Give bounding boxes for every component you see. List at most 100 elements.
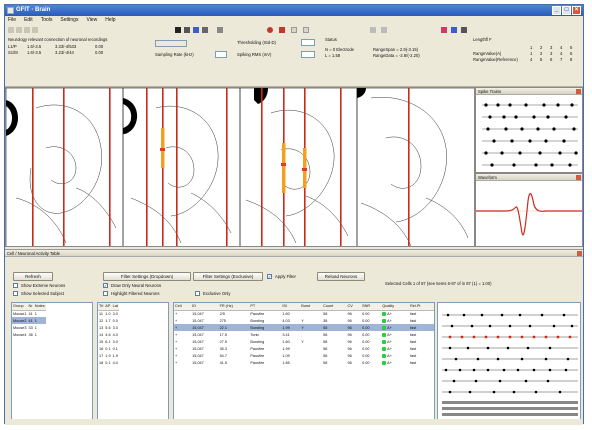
- session-row[interactable]: 16 0.1 0.1: [98, 345, 119, 352]
- exclusive-only-checkbox[interactable]: [195, 291, 200, 296]
- print-icon[interactable]: [32, 27, 38, 33]
- session-col-ap[interactable]: AP: [104, 303, 112, 311]
- session-row[interactable]: 12 1.7 0.0: [98, 317, 119, 324]
- menu-view[interactable]: View: [86, 17, 98, 23]
- filter-settings-dropdown-button[interactable]: Filter Settings (Dropdown): [103, 272, 191, 281]
- cell-col-id[interactable]: ID: [191, 303, 219, 311]
- cell-row[interactable]: +15,047 41.5 Pausfire 1.85 58 96 0.00 A+ fast: [174, 359, 434, 366]
- menu-edit[interactable]: Edit: [24, 17, 33, 23]
- maximize-icon[interactable]: □: [562, 6, 571, 15]
- open-icon[interactable]: [16, 27, 22, 33]
- close-icon[interactable]: ×: [572, 6, 581, 15]
- cell-col-snr[interactable]: SNR: [361, 303, 382, 311]
- pan-icon[interactable]: [202, 27, 208, 33]
- layout-icon[interactable]: [303, 27, 309, 33]
- cell-row[interactable]: +15,047 17.5 Tonic 3.41 58 96 0.00 A+ fast: [174, 331, 434, 338]
- cell-expand-icon[interactable]: +: [175, 339, 178, 344]
- subject-col-nr[interactable]: Nr: [27, 303, 34, 311]
- quality-indicator-icon: [382, 353, 387, 358]
- menu-tools[interactable]: Tools: [40, 17, 53, 23]
- close-icon[interactable]: [577, 251, 582, 256]
- apply-filter-checkbox[interactable]: ✓: [267, 274, 272, 279]
- highlight-filtered-checkbox[interactable]: [103, 291, 108, 296]
- subject-row[interactable]: Mouse1 41 1: [12, 310, 46, 317]
- subject-list[interactable]: Group Nr Notes Mouse1 41 1 Mouse2 41 1 M…: [11, 302, 93, 420]
- new-icon[interactable]: [8, 27, 14, 33]
- session-row[interactable]: 13 5.6 3.0: [98, 324, 119, 331]
- menu-settings[interactable]: Settings: [60, 17, 79, 23]
- cell-col-pt[interactable]: PT: [249, 303, 282, 311]
- cell-row[interactable]: +15,047 2/5 Pausfire 1.60 58 96 0.00 A+ fast: [174, 310, 434, 317]
- cell-expand-icon[interactable]: +: [175, 311, 178, 316]
- session-col-trl[interactable]: Trl: [98, 303, 105, 311]
- move-icon[interactable]: [184, 27, 190, 33]
- stop-icon[interactable]: [279, 27, 285, 33]
- depth-field[interactable]: [155, 40, 187, 47]
- draw-neural-checkbox[interactable]: ✓: [103, 283, 108, 288]
- save-icon[interactable]: [24, 27, 30, 33]
- cell-row[interactable]: +15,047 22.1 Bursting 1.99 Y 58 96 0.00 A+ fast: [174, 324, 434, 331]
- session-col-lat[interactable]: Lat: [111, 303, 119, 311]
- zoom-icon[interactable]: [193, 27, 199, 33]
- coord-row-label: S1/M: [8, 50, 18, 55]
- minimize-icon[interactable]: _: [552, 6, 561, 15]
- model-col: 5: [570, 45, 573, 50]
- sampling-input[interactable]: [215, 51, 227, 58]
- model-value: 5: [540, 57, 543, 62]
- cell-col-relpt[interactable]: Rel.Pt: [409, 303, 434, 311]
- filter-settings-exclusive-button[interactable]: Filter Settings (Exclusive): [193, 272, 263, 281]
- session-cell: 3.0: [112, 325, 118, 330]
- session-row[interactable]: 15 6.1 3.0: [98, 338, 119, 345]
- cell-col-count[interactable]: Count: [322, 303, 347, 311]
- status-label: Status: [325, 37, 337, 42]
- cell-row[interactable]: +15,047 54.7 Pausfire 1.09 58 96 0.00 A+ fast: [174, 352, 434, 359]
- subject-row[interactable]: Mouse4 36 1: [12, 331, 46, 338]
- show-selected-checkbox[interactable]: [13, 291, 18, 296]
- cell-expand-icon[interactable]: +: [174, 324, 192, 331]
- reload-neurons-button[interactable]: Reload Neurons: [317, 272, 365, 281]
- info-icon[interactable]: [451, 27, 457, 33]
- subject-row[interactable]: Mouse3 33 1: [12, 324, 46, 331]
- cursor-icon[interactable]: [175, 27, 181, 33]
- cell-col-burst[interactable]: Burst: [300, 303, 323, 311]
- session-row[interactable]: 17 1.9 1.9: [98, 352, 119, 359]
- session-row[interactable]: 18 0.1 4.0: [98, 359, 119, 366]
- close-icon[interactable]: [576, 175, 581, 180]
- cell-row[interactable]: +15,047 35.3 Pausfire 1.99 58 96 0.00 A+ fast: [174, 345, 434, 352]
- cell-expand-icon[interactable]: +: [175, 332, 178, 337]
- subject-row[interactable]: Mouse2 41 1: [12, 317, 46, 324]
- export-icon[interactable]: [381, 27, 387, 33]
- rms-input[interactable]: [301, 51, 315, 58]
- close-icon[interactable]: [576, 89, 581, 94]
- cell-expand-icon[interactable]: +: [175, 318, 178, 323]
- menu-help[interactable]: Help: [105, 17, 116, 23]
- cell-col-quality[interactable]: Quality: [381, 303, 410, 311]
- menu-file[interactable]: File: [8, 17, 17, 23]
- session-row[interactable]: 14 4.6 4.0: [98, 331, 119, 338]
- brain-atlas-view[interactable]: [5, 87, 475, 247]
- subject-col-notes[interactable]: Notes: [33, 303, 46, 311]
- ruler-icon[interactable]: [217, 27, 223, 33]
- cell-list[interactable]: Cell ID FR (Hz) PT ISI Burst Count CV SN…: [173, 302, 435, 420]
- cell-expand-icon[interactable]: +: [175, 346, 178, 351]
- session-row[interactable]: 11 1.0 3.0: [98, 310, 119, 317]
- refresh-button[interactable]: Refresh: [13, 272, 53, 281]
- session-list[interactable]: Trl AP Lat 11 1.0 3.0 12 1.7 0.0 13 5.6 3.0 14…: [97, 302, 169, 420]
- filter-icon[interactable]: [370, 27, 376, 33]
- highlight-icon[interactable]: [441, 27, 447, 33]
- cell-row[interactable]: +15,047 275 Bursting 4.03 Y 38 96 0.00 A+ fast: [174, 317, 434, 324]
- cell-expand-icon[interactable]: +: [175, 360, 178, 365]
- cell-col-isi[interactable]: ISI: [281, 303, 301, 311]
- cell-col-cell[interactable]: Cell: [174, 303, 192, 311]
- cell-col-cv[interactable]: CV: [346, 303, 362, 311]
- settings-icon[interactable]: [461, 27, 467, 33]
- cell-col-fr[interactable]: FR (Hz): [218, 303, 250, 311]
- cell-expand-icon[interactable]: +: [175, 353, 178, 358]
- cell-value: 15,047: [192, 318, 204, 323]
- show-extreme-checkbox[interactable]: [13, 283, 18, 288]
- record-icon[interactable]: [267, 27, 273, 33]
- threshold-input[interactable]: [301, 39, 315, 46]
- grid-icon[interactable]: [291, 27, 297, 33]
- subject-col-group[interactable]: Group: [12, 303, 28, 311]
- cell-row[interactable]: +15,047 27.5 Bursting 1.60 Y 58 96 0.00 A+ fast: [174, 338, 434, 345]
